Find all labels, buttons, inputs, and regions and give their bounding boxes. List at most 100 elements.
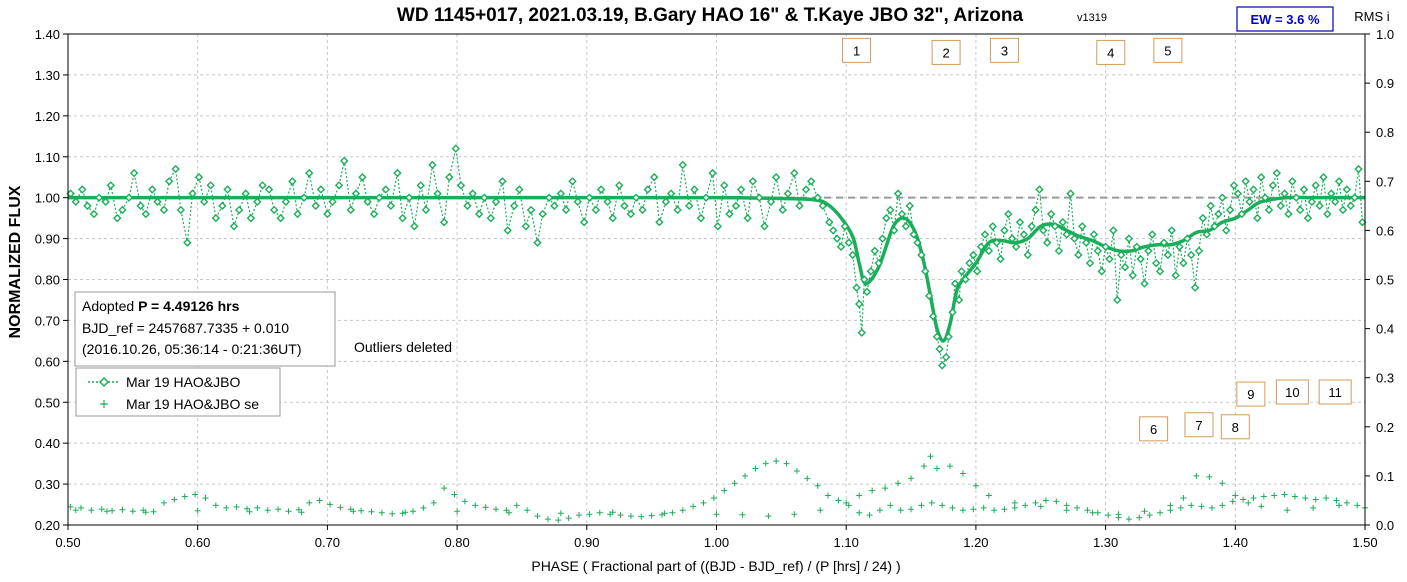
flux-point [1089,230,1099,239]
flux-point [340,156,349,166]
flux-point [866,267,876,276]
flux-point [1085,258,1095,268]
se-point [399,510,406,517]
se-point [783,460,790,467]
flux-point [568,177,577,186]
flux-point [264,185,274,194]
flux-point [78,185,87,194]
y-tick-label: 0.30 [35,477,60,492]
flux-point [860,275,869,284]
se-point [921,463,928,470]
flux-point [1008,234,1017,243]
flux-point [806,177,816,186]
flux-point [1288,177,1297,186]
se-point [441,485,448,492]
se-point [212,502,219,509]
se-point [586,511,593,518]
se-point [555,517,562,524]
flux-point [270,205,279,215]
flux-point [935,344,944,354]
se-point [223,504,230,511]
se-point [980,504,987,511]
flux-point [1202,230,1211,239]
flux-point [889,226,899,235]
se-point [908,475,915,482]
se-point [1125,516,1132,523]
flux-point [480,193,489,202]
flux-point [538,209,547,219]
flux-point [1198,213,1208,223]
flux-point [1280,189,1289,198]
se-point [275,506,282,513]
flux-point [1222,226,1231,235]
flux-point [857,328,866,337]
flux-point [129,168,139,178]
flux-point [631,193,641,202]
dip-label-text: 6 [1150,422,1157,437]
se-point [1310,504,1317,511]
flux-point [1097,267,1106,276]
se-point [742,472,749,479]
x-tick-label: 1.30 [1093,535,1118,550]
flux-point [950,279,960,288]
flux-point [778,205,787,215]
flux-point [526,205,536,215]
flux-point [720,181,729,190]
se-point [882,485,889,492]
flux-point [848,250,857,260]
se-point [1354,502,1361,509]
flux-point [1062,230,1071,239]
se-point [793,467,800,474]
flux-point [398,213,407,223]
flux-point [941,353,951,362]
flux-point [1315,201,1324,211]
flux-point [893,189,903,198]
flux-point [258,181,267,190]
flux-point [323,209,332,219]
dip-label-box [842,37,872,63]
flux-point [882,213,891,223]
flux-point [596,185,606,194]
se-point [119,506,126,513]
se-point [1271,492,1278,499]
flux-point [1245,197,1254,206]
dip-label-text: 11 [1328,385,1342,400]
se-point [513,502,520,509]
flux-point [439,218,449,227]
flux-point [1019,230,1029,239]
flux-point [1187,250,1196,260]
flux-point [305,168,314,178]
se-point [876,507,883,514]
y-tick-label: 0.60 [35,354,60,369]
flux-point [818,201,828,211]
axis-ticks: 0.50 0.60 0.70 0.80 0.90 1.00 1.10 1.20 1.30 1.40… [35,27,1394,550]
flux-point [783,189,793,198]
info-period: Adopted P = 4.49126 hrs [82,298,240,314]
se-point [887,502,894,509]
se-point [908,506,915,513]
se-point [77,504,84,511]
se-point [762,460,769,467]
y2-tick-label: 1.0 [1376,27,1394,42]
y-tick-label: 0.20 [35,518,60,533]
flux-point [1334,177,1344,186]
flux-point [1144,246,1153,256]
flux-point [913,238,922,247]
info-bjd-ref: BJD_ref = 2457687.7335 + 0.010 [82,320,289,336]
flux-point [1113,295,1122,305]
flux-point [615,181,624,190]
se-point [389,510,396,517]
se-point [949,504,956,511]
flux-point [643,185,652,194]
se-point [856,509,863,516]
flux-point [1093,246,1103,256]
y2-tick-label: 0.0 [1376,518,1394,533]
se-point [638,513,645,520]
y-tick-label: 1.30 [35,68,60,83]
y-axis-title: NORMALIZED FLUX [7,185,24,338]
flux-point [909,230,918,239]
flux-point [276,213,285,223]
flux-point [608,213,617,223]
flux-point [1000,226,1009,235]
se-point [933,465,940,472]
